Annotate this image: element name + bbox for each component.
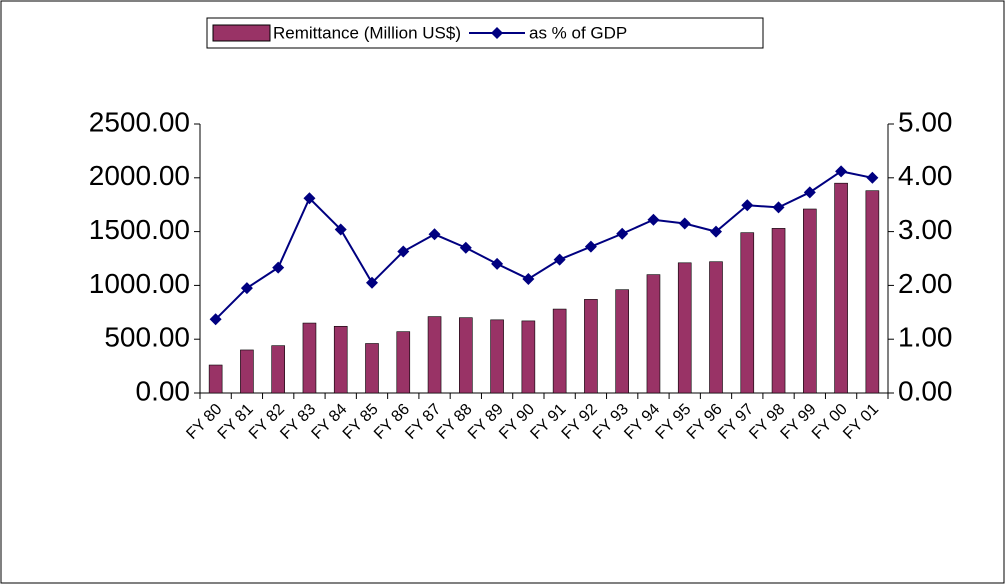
y-tick-label: 0.00	[136, 375, 191, 406]
line-point	[710, 225, 722, 238]
line-point	[397, 245, 410, 258]
line-point	[334, 223, 347, 236]
y2-tick-label: 0.00	[898, 375, 953, 406]
line-point	[491, 257, 504, 270]
legend-label: Remittance (Million US$)	[273, 23, 461, 42]
bar	[709, 261, 723, 394]
bar	[677, 262, 692, 394]
bar	[302, 322, 317, 394]
bar	[208, 364, 223, 394]
y2-tick-label: 4.00	[898, 160, 953, 191]
y2-tick-label: 2.00	[898, 268, 953, 299]
line-point	[803, 186, 816, 199]
line-point	[678, 217, 691, 230]
line-point	[522, 272, 535, 285]
bar	[615, 289, 629, 394]
y-tick-label: 2500.00	[89, 106, 190, 137]
line-point	[772, 201, 785, 214]
bar	[490, 319, 504, 394]
line-point	[553, 253, 566, 266]
y2-tick-label: 3.00	[898, 214, 953, 245]
legend-label: as % of GDP	[529, 23, 627, 42]
bar	[521, 320, 536, 394]
line-point	[616, 227, 629, 240]
line-point	[459, 241, 472, 254]
line-point	[741, 199, 754, 212]
bar	[771, 228, 786, 394]
bar	[365, 343, 379, 394]
bar	[584, 299, 598, 394]
legend-marker	[491, 27, 503, 39]
bar	[834, 182, 848, 394]
line-point	[303, 192, 316, 205]
y2-tick-label: 5.00	[898, 106, 953, 137]
bar	[396, 331, 411, 394]
line-point	[835, 165, 848, 178]
bar	[865, 190, 880, 394]
bar	[740, 232, 755, 394]
y-tick-label: 1500.00	[89, 214, 190, 245]
y-tick-label: 1000.00	[89, 268, 190, 299]
line-point	[866, 171, 879, 184]
y2-tick-label: 1.00	[898, 322, 953, 353]
bar	[271, 345, 285, 394]
line	[214, 170, 873, 321]
line-point	[240, 282, 253, 295]
legend: Remittance (Million US$) as % of GDP	[206, 17, 764, 49]
y-tick-label: 2000.00	[89, 160, 190, 191]
bar	[646, 274, 661, 394]
bar	[552, 308, 567, 394]
bar	[333, 325, 348, 394]
y-tick-label: 500.00	[104, 322, 190, 353]
legend-swatch	[212, 24, 271, 42]
bar	[803, 208, 817, 394]
line-point	[209, 313, 222, 326]
line-point	[428, 228, 441, 241]
line-point	[584, 240, 597, 253]
bar	[240, 349, 254, 394]
line-point	[647, 213, 660, 226]
bar	[427, 316, 442, 394]
line-point	[272, 261, 285, 274]
bar	[459, 317, 473, 394]
line-point	[366, 276, 378, 289]
